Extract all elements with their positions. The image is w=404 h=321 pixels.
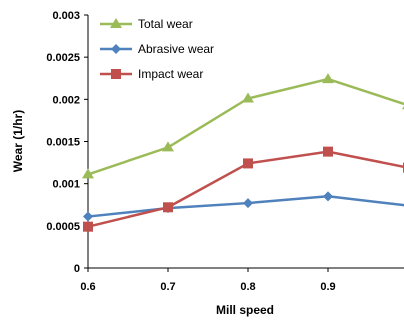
legend-item: Total wear bbox=[100, 17, 193, 31]
y-axis-title: Wear (1/hr) bbox=[11, 110, 25, 172]
data-point bbox=[242, 92, 254, 103]
series-total-wear bbox=[82, 73, 404, 179]
y-tick-label: 0.001 bbox=[52, 179, 80, 191]
legend-label: Total wear bbox=[138, 17, 193, 31]
data-point bbox=[323, 146, 333, 157]
legend-item: Abrasive wear bbox=[100, 42, 214, 56]
y-axis-ticks: 0 0.0005 0.001 0.0015 0.002 0.0025 0.003 bbox=[46, 10, 88, 275]
x-tick-label: 0.9 bbox=[320, 281, 335, 293]
data-point bbox=[243, 198, 253, 209]
legend-item: Impact wear bbox=[100, 67, 203, 81]
data-point bbox=[162, 141, 174, 152]
y-tick-label: 0.003 bbox=[52, 10, 80, 22]
data-point bbox=[322, 73, 334, 84]
data-point bbox=[82, 168, 94, 179]
x-tick-label: 0.7 bbox=[160, 281, 175, 293]
data-point bbox=[163, 202, 173, 213]
legend-label: Impact wear bbox=[138, 67, 203, 81]
legend: Total wear Abrasive wear Impact wear bbox=[100, 17, 214, 81]
data-point bbox=[83, 211, 93, 222]
x-axis-ticks: 0.6 0.7 0.8 0.9 bbox=[80, 268, 336, 293]
legend-swatch-marker bbox=[111, 69, 121, 79]
series-group bbox=[82, 73, 404, 232]
data-point bbox=[83, 221, 93, 232]
legend-swatch-marker bbox=[110, 18, 122, 28]
x-tick-label: 0.8 bbox=[240, 281, 255, 293]
y-tick-label: 0.0005 bbox=[46, 221, 80, 233]
y-tick-label: 0.0015 bbox=[46, 137, 80, 149]
data-point bbox=[243, 158, 253, 169]
y-tick-label: 0.002 bbox=[52, 94, 80, 106]
y-tick-label: 0.0025 bbox=[46, 52, 80, 64]
y-tick-label: 0 bbox=[74, 263, 80, 275]
legend-swatch-marker bbox=[111, 44, 121, 54]
legend-label: Abrasive wear bbox=[138, 42, 214, 56]
x-tick-label: 0.6 bbox=[80, 281, 95, 293]
data-point bbox=[323, 191, 333, 202]
x-axis-title: Mill speed bbox=[216, 303, 274, 317]
series-line bbox=[87, 195, 404, 218]
